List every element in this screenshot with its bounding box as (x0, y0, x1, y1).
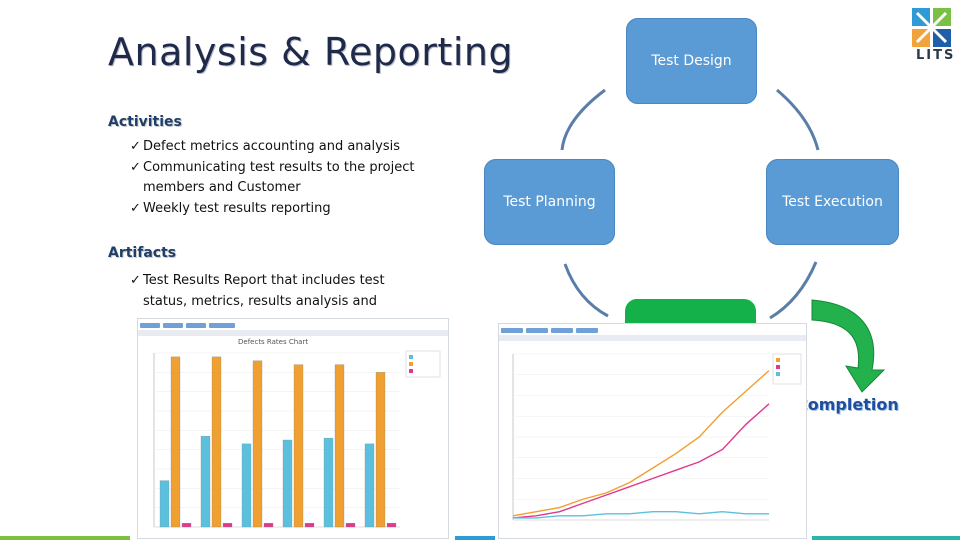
completion-label: Completion (796, 395, 899, 414)
legend-swatch (776, 365, 780, 369)
line-chart (512, 353, 802, 521)
toolbar-button (501, 328, 523, 333)
list-item: ✓ Weekly test results reporting (130, 199, 430, 220)
bar (364, 443, 375, 528)
bar (293, 364, 304, 528)
slide-title: Analysis & Reporting (108, 30, 514, 74)
bar (252, 360, 263, 528)
lits-logo-icon (912, 8, 951, 47)
legend-swatch (409, 362, 413, 366)
bar (241, 443, 252, 528)
legend-swatch (776, 372, 780, 376)
toolbar-button (526, 328, 548, 333)
list-item: ✓ Test Results Report that includes test … (130, 273, 385, 309)
toolbar-button (186, 323, 206, 328)
bar (200, 435, 211, 528)
check-icon: ✓ (130, 159, 141, 175)
series-line (513, 510, 769, 519)
activities-heading: Activities (108, 114, 182, 130)
series-line (512, 370, 770, 517)
node-test-design: Test Design (626, 18, 757, 104)
bar (181, 522, 192, 528)
arc-design-execution (776, 88, 820, 151)
arc-execution-analysis (769, 261, 818, 320)
filter-bar (138, 330, 448, 336)
artifacts-heading: Artifacts (108, 245, 177, 261)
bar (222, 522, 233, 528)
trend-chart-screenshot (498, 323, 807, 539)
artifacts-list: ✓ Test Results Report that includes test … (130, 271, 430, 312)
bar (304, 522, 315, 528)
chart-title: Defects Rates Chart (238, 338, 309, 346)
bar (159, 480, 170, 528)
defects-chart-screenshot (137, 318, 449, 539)
footer-bar-blue (455, 536, 495, 540)
bar (282, 439, 293, 528)
legend-swatch (409, 369, 413, 373)
legend-swatch (776, 358, 780, 362)
bar (375, 372, 386, 528)
bar (334, 364, 345, 528)
bar (263, 522, 274, 528)
check-icon: ✓ (130, 139, 141, 154)
activities-list: ✓ Defect metrics accounting and analysis … (130, 137, 430, 219)
node-test-planning: Test Planning (484, 159, 615, 245)
bar (211, 356, 222, 528)
legend-swatch (409, 355, 413, 359)
check-icon: ✓ (130, 273, 141, 288)
bar-chart (153, 350, 441, 528)
toolbar-button (163, 323, 183, 328)
toolbar-button (551, 328, 573, 333)
bar (345, 522, 356, 528)
logo-text: LITS (916, 48, 956, 63)
bar (386, 522, 397, 528)
toolbar-button (140, 323, 160, 328)
footer-bar-teal (812, 536, 960, 540)
footer-bar-green (0, 536, 130, 540)
series-line (512, 403, 770, 519)
list-item: ✓ Defect metrics accounting and analysis (130, 137, 430, 158)
toolbar-button (576, 328, 598, 333)
arc-design-planning (560, 88, 606, 151)
list-item: ✓ Communicating test results to the proje… (130, 159, 415, 196)
bar (170, 356, 181, 528)
filter-bar (499, 335, 806, 341)
toolbar-button (209, 323, 235, 328)
completion-arrow-icon (811, 299, 886, 393)
bar (323, 437, 334, 528)
node-test-execution: Test Execution (766, 159, 899, 245)
check-icon: ✓ (130, 200, 141, 216)
arc-planning-analysis (563, 263, 609, 318)
